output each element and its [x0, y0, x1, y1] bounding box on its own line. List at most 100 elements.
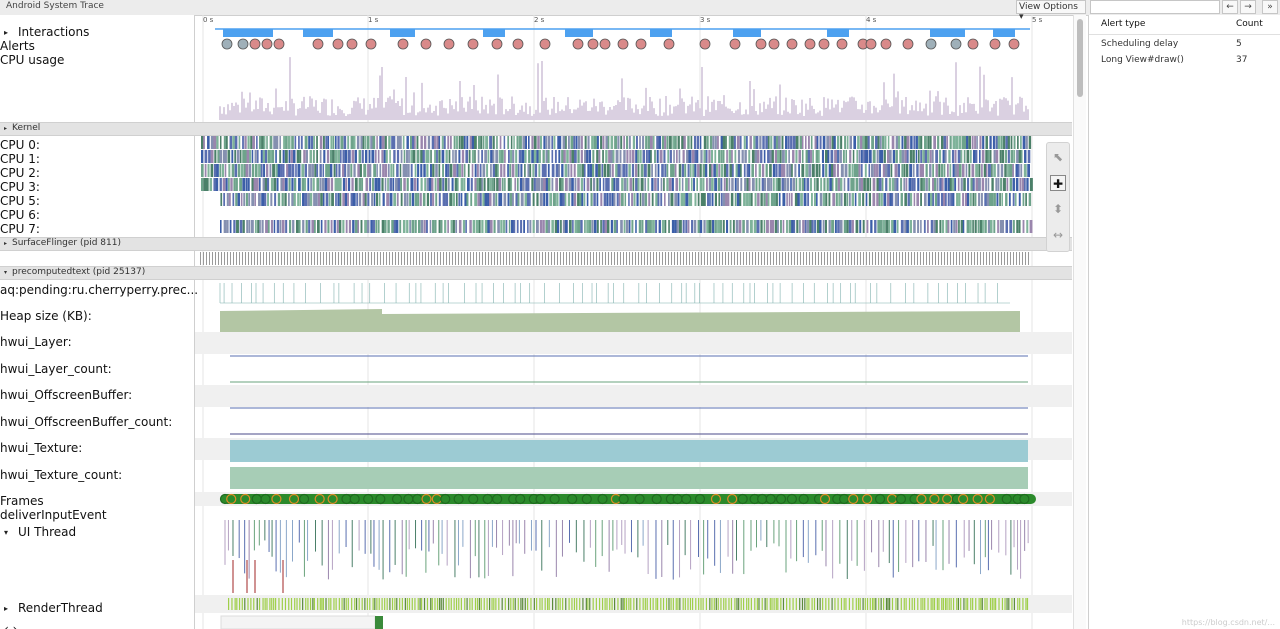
pointer-icon[interactable]: ⬉	[1052, 150, 1064, 164]
cpu-slice	[685, 193, 689, 206]
cpu-slice	[596, 150, 599, 163]
cpu-slice	[512, 193, 514, 206]
cpu-slice	[223, 220, 227, 233]
cpu-slice	[423, 136, 427, 149]
expand-panel-button[interactable]: »	[1262, 0, 1278, 14]
tracks-canvas[interactable]	[195, 15, 1072, 629]
cpu-slice	[284, 150, 288, 163]
surfaceflinger-slice	[476, 252, 477, 265]
cpu-slice	[1029, 178, 1033, 191]
cpu-slice	[984, 193, 987, 206]
cpu-slice	[489, 220, 493, 233]
move-icon[interactable]: ✚	[1050, 175, 1066, 191]
search-input[interactable]	[1090, 0, 1220, 14]
scrollbar-thumb[interactable]	[1077, 19, 1083, 97]
zoom-icon[interactable]: ⬍	[1052, 202, 1064, 216]
expand-triangle-icon[interactable]: ▸	[4, 125, 8, 132]
cpu-slice	[429, 220, 432, 233]
vertical-scrollbar[interactable]	[1073, 15, 1086, 629]
cpu-slice	[428, 178, 432, 191]
render-thread-slice	[562, 598, 564, 610]
cpu-slice	[1019, 178, 1022, 191]
surfaceflinger-slice	[383, 252, 384, 265]
cpu-slice	[1015, 164, 1019, 177]
cpu-slice	[558, 178, 562, 191]
render-thread-slice	[421, 598, 423, 610]
column-header-count[interactable]: Count	[1236, 19, 1263, 29]
table-row[interactable]: Long View#draw() 37	[1089, 51, 1280, 67]
cpu-slice	[846, 136, 849, 149]
table-row[interactable]: Scheduling delay 5	[1089, 35, 1280, 51]
prev-result-button[interactable]: ←	[1222, 0, 1238, 14]
timeline-view[interactable]: ▸ Interactions Alerts CPU usage CPU 0: C…	[0, 15, 1086, 629]
cpu-slice	[247, 136, 250, 149]
cpu-slice	[545, 178, 549, 191]
render-thread-slice	[438, 598, 441, 610]
cpu-slice	[277, 193, 281, 206]
section-header-kernel[interactable]: ▸ Kernel	[0, 122, 1072, 136]
cpu-slice	[840, 193, 843, 206]
cpu-slice	[677, 136, 680, 149]
cpu-slice	[256, 136, 258, 149]
section-header-process[interactable]: ▾ precomputedtext (pid 25137)	[0, 266, 1072, 280]
cpu-slice	[258, 193, 261, 206]
cpu-slice	[204, 150, 208, 163]
cpu-slice	[809, 220, 812, 233]
render-thread-slice	[825, 598, 827, 610]
cpu-slice	[466, 178, 470, 191]
view-options-dropdown[interactable]: View Options ▾	[1016, 0, 1086, 22]
cpu-slice	[316, 136, 318, 149]
render-thread-slice	[469, 598, 471, 610]
track-area[interactable]: 0 s 1 s 2 s 3 s 4 s 5 s	[195, 15, 1072, 629]
cpu-slice	[666, 164, 669, 177]
cpu-slice	[765, 136, 768, 149]
render-thread-slice	[813, 598, 816, 610]
next-result-button[interactable]: →	[1240, 0, 1256, 14]
cpu-slice	[596, 178, 599, 191]
cpu-slice	[342, 220, 345, 233]
render-thread-slice	[355, 598, 358, 610]
cpu-slice	[484, 150, 487, 163]
cpu-slice	[219, 164, 222, 177]
section-header-surfaceflinger[interactable]: ▸ SurfaceFlinger (pid 811)	[0, 237, 1072, 251]
surfaceflinger-slice	[902, 252, 903, 265]
cpu-slice	[858, 178, 862, 191]
expand-triangle-icon[interactable]: ▸	[4, 604, 9, 613]
alert-icon	[365, 38, 377, 50]
cpu-slice	[269, 150, 273, 163]
render-thread-slice	[391, 598, 394, 610]
cpu-slice	[1020, 136, 1022, 149]
cpu-slice	[950, 220, 953, 233]
surfaceflinger-slice	[803, 252, 804, 265]
expand-triangle-icon[interactable]: ▸	[4, 28, 9, 37]
cpu-slice	[505, 220, 508, 233]
cpu-slice	[493, 220, 496, 233]
cpu-slice	[444, 220, 447, 233]
column-header-alert-type[interactable]: Alert type	[1101, 19, 1146, 29]
cpu-slice	[589, 220, 592, 233]
cpu-slice	[316, 178, 320, 191]
cpu-slice	[886, 193, 890, 206]
timing-icon[interactable]: ↔	[1052, 228, 1064, 242]
cpu-slice	[801, 164, 805, 177]
cpu-slice	[243, 164, 246, 177]
collapse-triangle-icon[interactable]: ▾	[4, 269, 8, 276]
render-thread-slice	[361, 598, 363, 610]
cpu-slice	[966, 150, 970, 163]
expand-triangle-icon[interactable]: ▸	[4, 240, 8, 247]
cpu-slice	[279, 150, 282, 163]
render-thread-slice	[347, 598, 349, 610]
cpu-slice	[1009, 178, 1013, 191]
cpu-slice	[607, 136, 610, 149]
surfaceflinger-slice	[905, 252, 906, 265]
cpu-slice	[882, 220, 886, 233]
cpu-slice	[905, 178, 908, 191]
cpu-slice	[913, 193, 916, 206]
cpu-slice	[726, 220, 729, 233]
cpu-slice	[770, 193, 774, 206]
cpu-slice	[592, 178, 596, 191]
cpu-slice	[644, 193, 648, 206]
render-thread-slice	[795, 598, 797, 610]
collapse-triangle-icon[interactable]: ▾	[4, 528, 9, 537]
cpu-slice	[474, 136, 477, 149]
